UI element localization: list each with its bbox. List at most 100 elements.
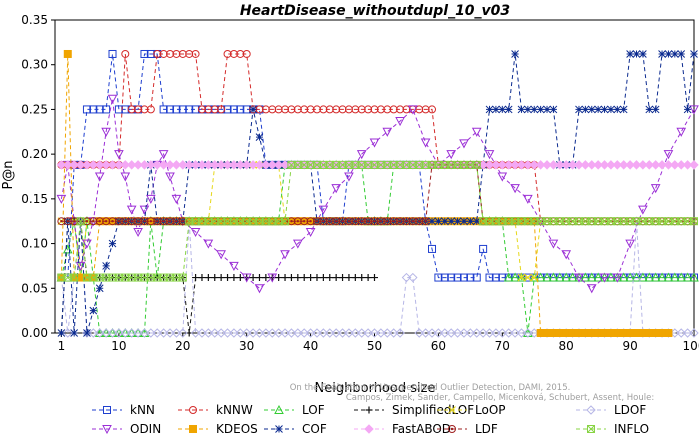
data-point-inflo [389, 160, 398, 169]
data-point-ldof [446, 328, 456, 338]
data-point-lof [561, 272, 572, 282]
data-point-knnw [332, 105, 341, 114]
legend-item-inflo: INFLO [576, 422, 649, 436]
data-point-knnw [338, 105, 347, 114]
data-point-knn [479, 244, 488, 253]
data-point-simplifiedlof [217, 274, 225, 282]
data-point-odin [689, 105, 699, 115]
data-point-odin [107, 94, 118, 104]
data-point-ldof [235, 328, 246, 338]
data-point-ldof [171, 328, 182, 338]
data-point-cof [632, 50, 641, 58]
data-point-inflo [357, 160, 366, 169]
data-point-ldof [388, 328, 399, 338]
data-point-inflo [146, 273, 155, 282]
data-point-inflo [293, 160, 302, 169]
data-point-lof [644, 272, 655, 282]
data-point-ldf [415, 217, 424, 226]
data-point-fastabod [248, 160, 258, 170]
data-point-cof [504, 105, 513, 114]
data-point-odin [254, 284, 265, 294]
data-point-ldof [420, 328, 431, 338]
data-point-cof [89, 306, 98, 315]
data-point-ldof [120, 328, 130, 338]
data-point-fastabod [267, 160, 277, 170]
data-point-odin [471, 127, 482, 137]
data-point-fastabod [101, 160, 111, 170]
data-point-inflo [459, 160, 468, 169]
data-point-ldof [414, 328, 424, 338]
data-point-inflo [447, 160, 456, 169]
data-point-odin [408, 105, 418, 115]
data-point-knn [447, 273, 456, 282]
data-point-odin [203, 239, 214, 249]
data-point-inflo [268, 217, 277, 226]
data-point-simplifiedlof [255, 274, 263, 282]
data-point-knn [485, 273, 494, 282]
data-point-fastabod [676, 160, 686, 170]
data-point-inflo [217, 217, 226, 226]
data-point-fastabod [197, 160, 207, 170]
data-point-fastabod [178, 160, 188, 170]
data-point-odin [395, 117, 405, 127]
data-point-knnw [351, 105, 360, 114]
data-point-fastabod [190, 160, 201, 170]
data-point-simplifiedlof [198, 274, 206, 282]
data-point-cof [581, 105, 590, 114]
legend-item-ldf: LDF [437, 422, 498, 436]
data-point-simplifiedlof [204, 274, 212, 282]
data-point-simplifiedlof [345, 274, 353, 282]
legend-label-loop: LoOP [475, 403, 506, 417]
data-point-odin [420, 138, 431, 148]
data-point-fastabod [107, 160, 118, 170]
data-point-ldf [121, 217, 130, 226]
data-point-fastabod [497, 160, 508, 170]
data-point-fastabod [165, 160, 175, 170]
data-point-lof [510, 272, 520, 282]
data-point-knnw [415, 105, 424, 114]
data-point-ldf [319, 217, 328, 226]
x-tick-label: 100 [683, 339, 699, 353]
data-point-lof [625, 272, 635, 282]
data-point-cof [447, 217, 456, 226]
data-point-knnw [428, 105, 437, 114]
data-point-cof [249, 105, 257, 114]
data-point-cof [485, 105, 494, 114]
data-point-cof [543, 105, 551, 114]
data-point-odin [190, 227, 201, 238]
data-point-ldof [139, 328, 150, 338]
data-point-cof [524, 105, 532, 114]
data-point-kdeos [63, 49, 72, 58]
data-point-knnw [306, 105, 315, 114]
data-point-fastabod [619, 160, 629, 170]
x-tick-label: 20 [175, 339, 190, 353]
data-point-inflo [613, 217, 622, 226]
data-point-knn [229, 105, 238, 114]
data-point-knnw [236, 49, 245, 58]
data-point-ldof [248, 328, 258, 338]
data-point-knn [236, 105, 245, 114]
data-point-inflo [453, 160, 462, 169]
data-point-ldof [273, 328, 284, 338]
x-tick-label: 40 [303, 339, 318, 353]
legend-label-knnw: kNNW [216, 403, 253, 417]
data-point-ldf [70, 217, 79, 226]
data-point-inflo [134, 273, 143, 282]
data-point-ldf [325, 217, 334, 226]
data-point-fastabod [561, 160, 571, 170]
data-point-ldf [159, 217, 168, 226]
data-point-fastabod [682, 160, 693, 170]
data-point-cof [594, 105, 603, 114]
data-point-odin [650, 184, 661, 194]
data-point-ldf [127, 217, 136, 226]
x-tick-label: 80 [559, 339, 574, 353]
data-point-ldof [261, 328, 271, 338]
data-point-knnw [210, 105, 219, 114]
data-point-knnw [140, 105, 149, 114]
data-point-inflo [370, 160, 379, 169]
data-point-ldof [114, 328, 124, 338]
data-point-inflo [511, 217, 520, 226]
data-point-cof [639, 50, 647, 58]
data-point-ldof [676, 328, 686, 338]
